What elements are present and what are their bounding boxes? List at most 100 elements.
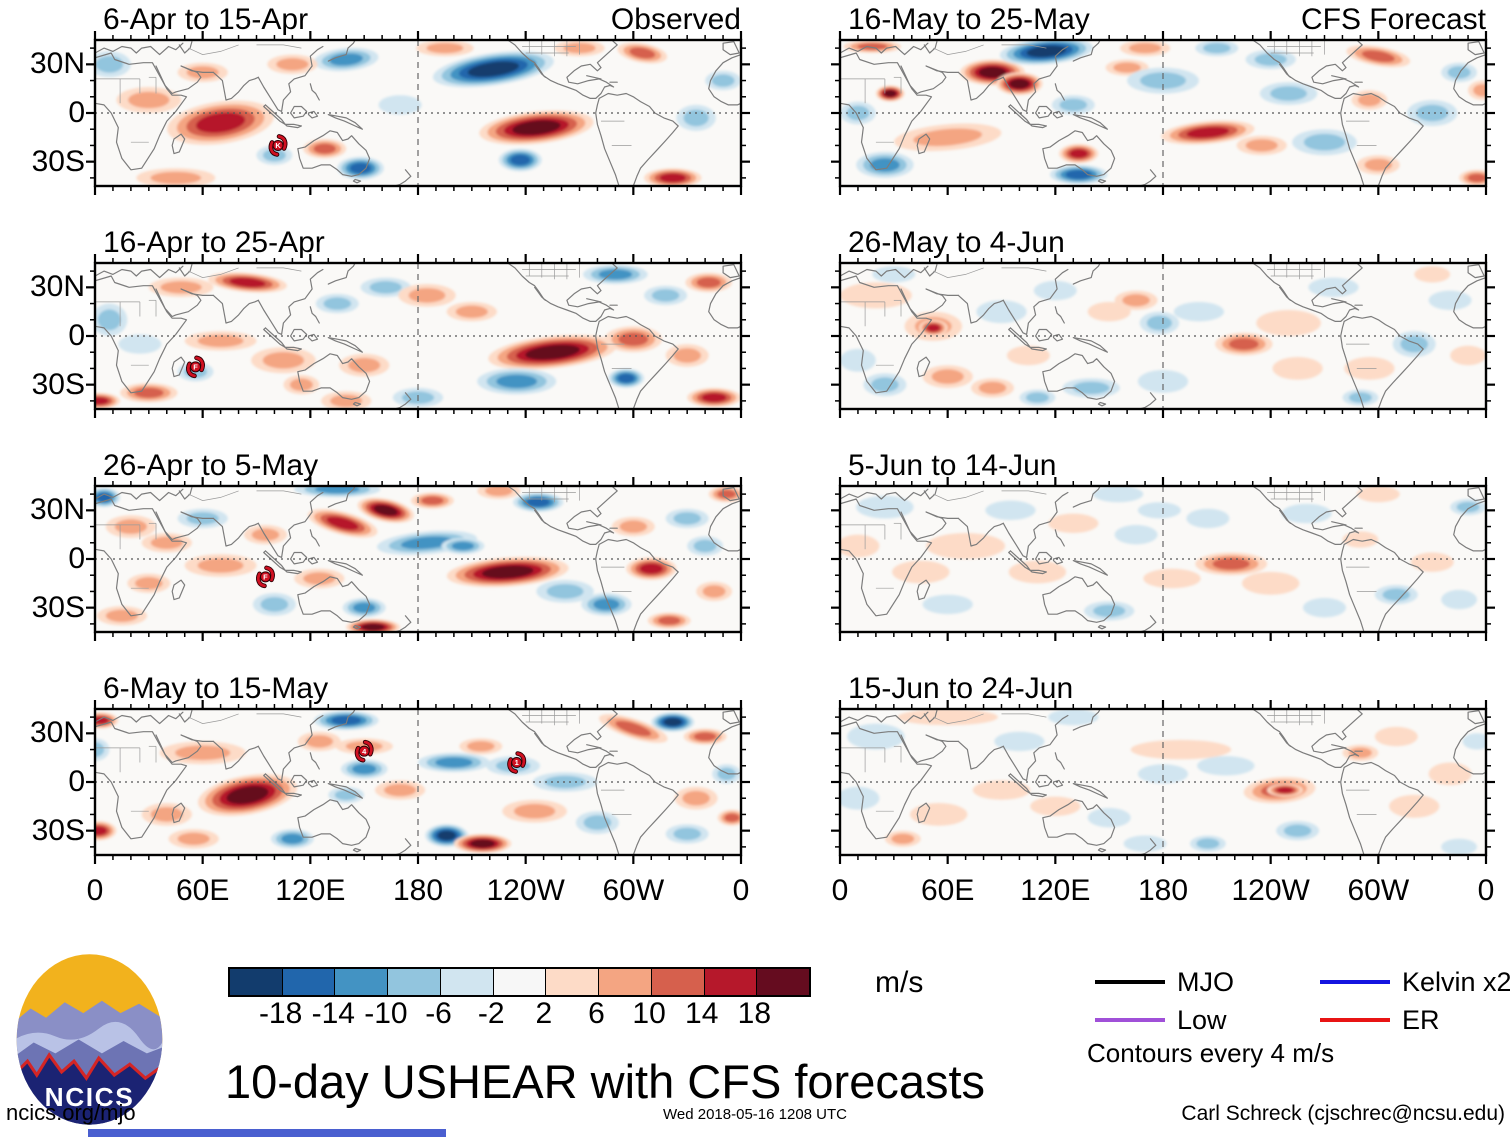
legend-line: [1095, 1018, 1165, 1022]
lat-tick-label: 30S: [31, 367, 85, 401]
map-panel: [831, 700, 1495, 864]
coastlines: [95, 40, 741, 186]
panel-border: [838, 38, 1488, 188]
lat-tick-label: 0: [68, 542, 85, 575]
colorbar-units-label: m/s: [875, 966, 924, 999]
colorbar-tick-label: 10: [632, 997, 666, 1030]
axis-ticks: [86, 31, 750, 195]
bottom-blue-bar: [88, 1129, 446, 1137]
panel-border: [93, 707, 743, 857]
colorbar-tick-label: -18: [258, 997, 303, 1030]
map-panel: [831, 477, 1495, 641]
panel-title: 5-Jun to 14-Jun: [848, 449, 1057, 482]
panel-title: 6-Apr to 15-Apr: [103, 3, 309, 36]
colorbar-tick-label: -6: [425, 997, 452, 1030]
map-panel: F: [86, 254, 750, 418]
panel-border: [93, 261, 743, 411]
panel-title: 16-Apr to 25-Apr: [103, 226, 325, 259]
figure-title: 10-day USHEAR with CFS forecasts: [224, 1055, 986, 1108]
country-borders: [840, 40, 1377, 146]
colorbar-tick-label: 18: [737, 997, 772, 1030]
svg-text:K: K: [275, 141, 281, 150]
lon-tick-label: 120W: [486, 874, 565, 907]
legend-label: MJO: [1177, 967, 1234, 997]
lat-tick-label: 30S: [31, 144, 85, 178]
colorbar-segment: [388, 969, 441, 995]
lon-tick-label: 0: [86, 874, 104, 907]
lat-tick-label: 0: [68, 96, 85, 129]
lon-tick-label: 120E: [1020, 874, 1091, 907]
lon-tick-label: 120E: [275, 874, 346, 907]
legend-label: Low: [1177, 1005, 1227, 1035]
lat-tick-label: 30N: [29, 493, 85, 527]
colorbar-tick-label: 2: [535, 997, 553, 1030]
lon-tick-label: 60E: [920, 874, 975, 907]
map-panel: 41: [86, 700, 750, 864]
footer-timestamp: Wed 2018-05-16 1208 UTC: [663, 1106, 847, 1123]
panel-tag: Observed: [610, 3, 741, 36]
axis-ticks: [86, 254, 750, 418]
ncics-logo: NCICS: [16, 954, 163, 1125]
country-borders: [840, 709, 1377, 815]
contours-note: Contours every 4 m/s: [1087, 1038, 1335, 1068]
colorbar-segment: [493, 969, 547, 995]
panel-title: 26-Apr to 5-May: [103, 449, 319, 482]
svg-text:1: 1: [515, 758, 519, 767]
lon-tick-label: 0: [732, 874, 750, 907]
country-borders: [95, 40, 632, 146]
lon-tick-label: 60E: [175, 874, 230, 907]
logo-base: [16, 1054, 163, 1125]
colorbar-segment: [546, 969, 600, 995]
colorbar-segment: [230, 969, 283, 995]
lat-tick-label: 30S: [31, 813, 85, 847]
svg-text:F: F: [263, 573, 268, 582]
logo-ridgeline: [16, 1052, 163, 1081]
country-borders: [840, 486, 1377, 592]
lat-tick-label: 0: [68, 765, 85, 798]
coastlines: [840, 40, 1486, 186]
coastlines: [840, 709, 1486, 855]
lon-tick-label: 180: [1137, 874, 1189, 907]
colorbar-segment: [335, 969, 389, 995]
legend-line: [1320, 1018, 1390, 1022]
map-panel: F: [86, 477, 750, 641]
lat-tick-label: 30N: [29, 270, 85, 304]
lat-tick-label: 30S: [31, 590, 85, 624]
panel-title: 16-May to 25-May: [848, 3, 1090, 36]
svg-text:F: F: [193, 363, 198, 372]
panel-border: [838, 484, 1488, 634]
panel-border: [93, 484, 743, 634]
panel-title: 15-Jun to 24-Jun: [848, 672, 1074, 705]
lat-tick-label: 0: [68, 319, 85, 352]
storm-symbol: K: [268, 134, 288, 157]
lon-tick-label: 0: [1477, 874, 1495, 907]
colorbar-segment: [704, 969, 758, 995]
footer-url: ncics.org/mjo: [6, 1100, 136, 1125]
coastlines: [95, 263, 741, 409]
colorbar-tick-label: -2: [477, 997, 505, 1030]
colorbar-segment: [599, 969, 652, 995]
panel-title: 26-May to 4-Jun: [848, 226, 1065, 259]
panel-border: [93, 38, 743, 188]
colorbar-tick-label: 14: [685, 997, 719, 1030]
country-borders: [95, 263, 632, 369]
colorbar: [228, 967, 811, 997]
storm-symbol: 4: [354, 739, 374, 763]
lon-tick-label: 120W: [1231, 874, 1310, 907]
legend-line: [1320, 980, 1390, 984]
lon-tick-label: 180: [392, 874, 444, 907]
panel-title: 6-May to 15-May: [103, 672, 329, 705]
map-panel: [831, 254, 1495, 418]
panel-border: [838, 707, 1488, 857]
coastlines: [840, 263, 1486, 409]
lon-tick-label: 0: [831, 874, 849, 907]
country-borders: [95, 709, 632, 815]
lat-tick-label: 30N: [29, 716, 85, 750]
svg-text:4: 4: [362, 747, 367, 756]
panel-border: [838, 261, 1488, 411]
map-panel: [831, 31, 1495, 195]
lat-tick-label: 30N: [29, 47, 85, 81]
storm-symbol: 1: [507, 751, 527, 774]
colorbar-segment: [282, 969, 336, 995]
